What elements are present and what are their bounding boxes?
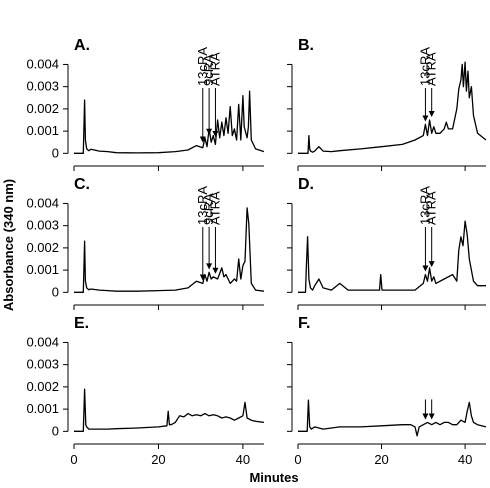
x-tick-label: 20 — [374, 452, 388, 467]
panel-5: 0 0.001 0.002 0.003 0.004 0 20 40 E. — [26, 315, 265, 467]
annotation-arrowhead — [422, 115, 429, 122]
y-tick-label: 0.003 — [26, 357, 59, 372]
x-tick-label: 20 — [151, 452, 165, 467]
annotation-arrowhead — [422, 413, 429, 420]
chromatogram-trace — [74, 90, 265, 154]
panel-label: A. — [74, 37, 90, 54]
chart-panels: 00.0010.0020.0030.004A.13cRA9cRAATRAB.13… — [26, 37, 487, 467]
annotation-label: ATRA — [424, 52, 439, 86]
annotation-arrowhead — [199, 136, 206, 143]
chromatogram-trace — [74, 388, 265, 432]
chromatogram-trace — [298, 61, 487, 154]
annotation-label: 13cRA — [195, 186, 210, 225]
annotation-label: 13cRA — [417, 186, 432, 225]
y-tick-label: 0.001 — [26, 262, 59, 277]
annotation-arrowhead — [212, 267, 219, 274]
chromatogram-trace — [74, 207, 265, 293]
x-tick-label: 0 — [294, 452, 301, 467]
y-tick-label: 0.003 — [26, 218, 59, 233]
annotation-arrowhead — [428, 261, 435, 268]
y-tick-label: 0.002 — [26, 379, 59, 394]
annotation-label: ATRA — [424, 191, 439, 225]
annotation-arrowhead — [212, 131, 219, 137]
annotation-arrowhead — [206, 128, 213, 135]
y-tick-label: 0.001 — [26, 401, 59, 416]
panel-label: C. — [74, 176, 90, 193]
x-tick-label: 40 — [458, 452, 472, 467]
annotation-label: 13cRA — [417, 47, 432, 86]
y-tick-label: 0.001 — [26, 123, 59, 138]
panel-label: F. — [298, 315, 310, 332]
annotation-arrowhead — [422, 265, 429, 272]
annotation-arrowhead — [428, 111, 435, 117]
annotation-label: ATRA — [207, 191, 222, 225]
panel-label: E. — [74, 315, 89, 332]
annotation-label: 9cRA — [201, 54, 216, 86]
y-tick-label: 0.004 — [26, 334, 59, 349]
panel-label: B. — [298, 37, 314, 54]
annotation-label: ATRA — [207, 52, 222, 86]
y-tick-label: 0.002 — [26, 101, 59, 116]
annotation-label: 9cRA — [201, 193, 216, 225]
y-tick-label: 0 — [52, 423, 59, 438]
y-tick-label: 0.002 — [26, 240, 59, 255]
x-tick-label: 0 — [70, 452, 77, 467]
y-axis-title: Absorbance (340 nm) — [1, 179, 16, 311]
panel-label: D. — [298, 176, 314, 193]
y-tick-label: 0 — [52, 145, 59, 160]
x-axis-title: Minutes — [249, 470, 298, 485]
annotation-arrowhead — [428, 413, 435, 420]
annotation-arrowhead — [199, 274, 206, 281]
annotation-label: 13cRA — [195, 47, 210, 86]
chromatogram-trace — [298, 220, 486, 293]
y-tick-label: 0.004 — [26, 195, 59, 210]
annotation-arrowhead — [206, 263, 213, 270]
x-tick-label: 40 — [236, 452, 250, 467]
y-tick-label: 0 — [52, 284, 59, 299]
chromatogram-trace — [298, 399, 487, 437]
y-tick-label: 0.003 — [26, 79, 59, 94]
y-tick-label: 0.004 — [26, 56, 59, 71]
panel-6: 0 20 40 F. — [287, 315, 487, 467]
